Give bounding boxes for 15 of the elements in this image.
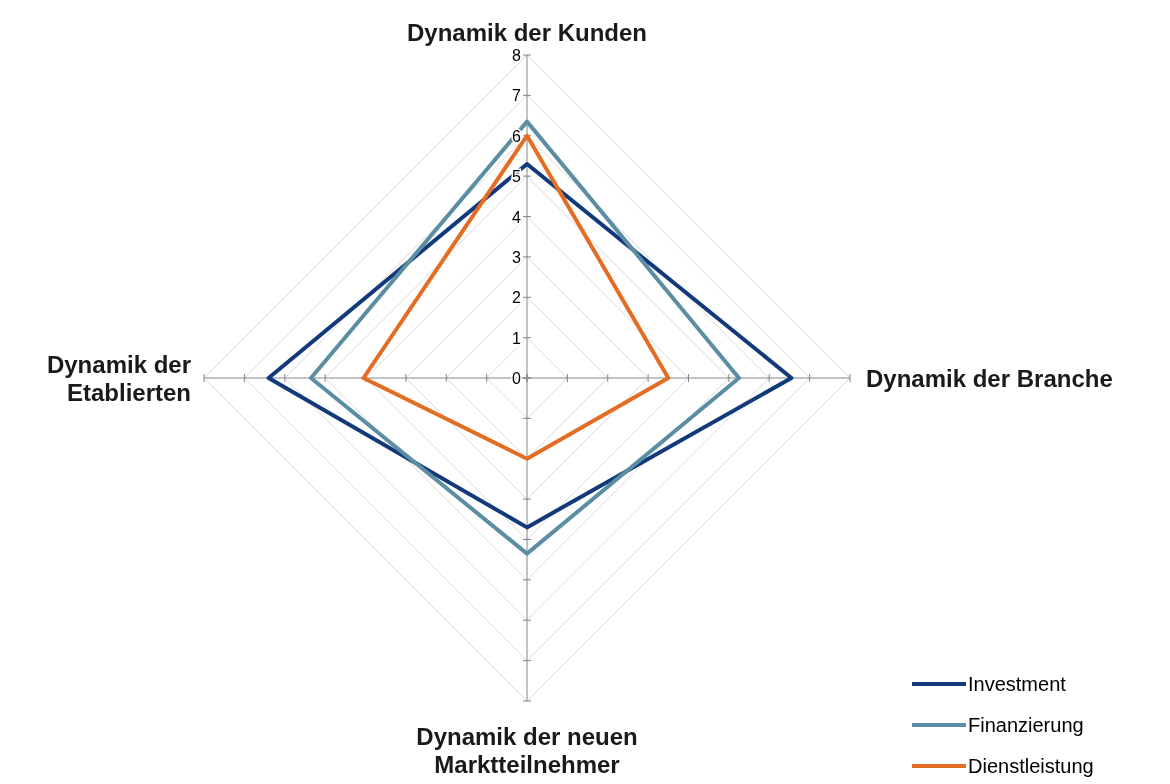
- y-tick-label: 1: [512, 329, 522, 347]
- spoke-label: Dynamik der Branche: [866, 365, 1113, 392]
- spoke-label: Dynamik der Etablierten: [46, 351, 191, 406]
- y-tick-label: 3: [512, 248, 522, 266]
- y-tick-label: 8: [512, 47, 522, 64]
- y-tick-label: 7: [512, 87, 522, 105]
- y-tick-label: 4: [512, 208, 522, 226]
- y-tick-label: 2: [512, 289, 522, 307]
- legend-label: Dienstleistung: [968, 755, 1094, 777]
- spoke-label: Dynamik der Kunden: [406, 19, 648, 46]
- y-tick-label: 6: [512, 127, 522, 145]
- y-tick-label: 0: [512, 370, 522, 387]
- spoke-label: Dynamik der neuen Marktteilnehmer: [416, 723, 638, 778]
- legend-label: Finanzierung: [968, 714, 1084, 736]
- legend-label: Investment: [968, 673, 1067, 695]
